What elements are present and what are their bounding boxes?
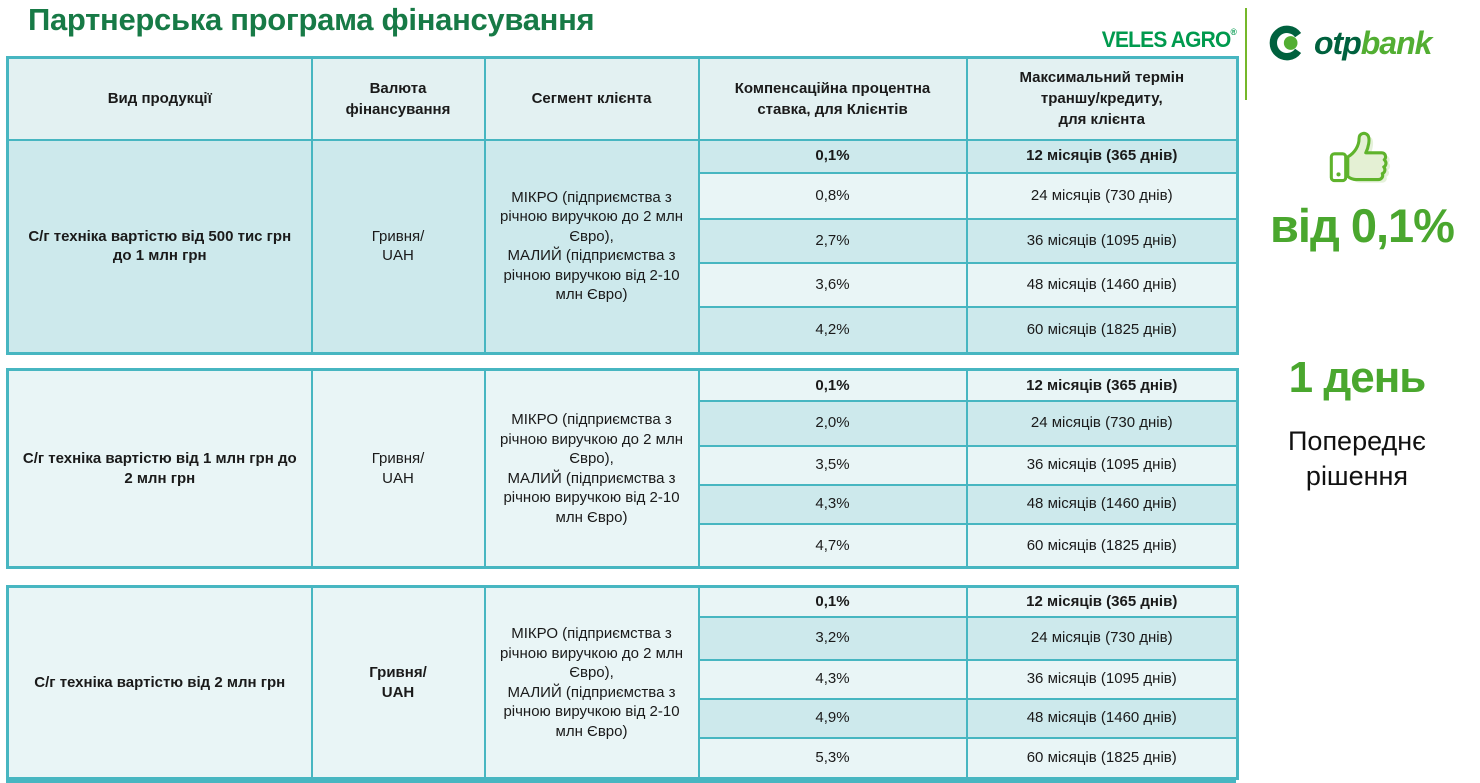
currency-cell: Гривня/ UAH	[310, 368, 486, 569]
rate-cell: 3,5%	[697, 444, 968, 486]
term-cell: 60 місяців (1825 днів)	[965, 305, 1239, 355]
table-row: 2,7% 36 місяців (1095 днів)	[8, 217, 1239, 264]
segment-cell: МІКРО (підприємства з річною виручкою до…	[483, 138, 700, 355]
term-cell: 24 місяців (730 днів)	[965, 399, 1239, 447]
rate-cell: 4,9%	[697, 697, 968, 739]
rate-cell: 0,8%	[697, 171, 968, 220]
table-row: 2,0% 24 місяців (730 днів)	[8, 399, 1239, 447]
table-row: 0,8% 24 місяців (730 днів)	[8, 171, 1239, 220]
term-cell: 48 місяців (1460 днів)	[965, 483, 1239, 525]
table-row: 4,9% 48 місяців (1460 днів)	[8, 697, 1239, 739]
decision-caption: Попереднє рішення	[1288, 426, 1426, 492]
term-cell: 48 місяців (1460 днів)	[965, 697, 1239, 739]
logo-divider	[1245, 8, 1247, 100]
page-title: Партнерська програма фінансування	[28, 2, 595, 37]
term-cell: 12 місяців (365 днів)	[965, 138, 1239, 174]
rate-cell: 4,3%	[697, 483, 968, 525]
term-cell: 36 місяців (1095 днів)	[965, 217, 1239, 264]
rate-cell: 2,7%	[697, 217, 968, 264]
table-row: 4,7% 60 місяців (1825 днів)	[8, 522, 1239, 569]
term-cell: 60 місяців (1825 днів)	[965, 522, 1239, 569]
header-term: Максимальний термін траншу/кредиту, для …	[965, 56, 1239, 141]
term-cell: 60 місяців (1825 днів)	[965, 736, 1239, 780]
product-cell: С/г техніка вартістю від 2 млн грн	[6, 585, 313, 780]
table-row: 3,2% 24 місяців (730 днів)	[8, 615, 1239, 661]
table-continuation-band	[6, 779, 1236, 783]
term-cell: 48 місяців (1460 днів)	[965, 261, 1239, 308]
rate-cell: 3,2%	[697, 615, 968, 661]
veles-agro-logo-text: VELES AGRO	[1101, 27, 1231, 52]
table-row: 4,2% 60 місяців (1825 днів)	[8, 305, 1239, 355]
decision-time-highlight: 1 день	[1288, 353, 1427, 402]
rate-cell: 0,1%	[697, 585, 968, 618]
rate-cell: 0,1%	[697, 368, 968, 402]
currency-cell: Гривня/ UAH	[310, 585, 486, 780]
segment-cell: МІКРО (підприємства з річною виручкою до…	[483, 585, 700, 780]
rate-cell: 5,3%	[697, 736, 968, 780]
table-row: 3,6% 48 місяців (1460 днів)	[8, 261, 1239, 308]
table-row: С/г техніка вартістю від 2 млн грн Гривн…	[6, 585, 1239, 780]
term-cell: 36 місяців (1095 днів)	[965, 444, 1239, 486]
otpbank-circle-icon	[1269, 25, 1302, 61]
header-currency: Валюта фінансування	[310, 56, 486, 141]
financing-table-2: С/г техніка вартістю від 1 млн грн до 2 …	[6, 368, 1239, 569]
term-cell: 36 місяців (1095 днів)	[965, 658, 1239, 700]
otp-logo-text: otp	[1314, 24, 1362, 61]
rate-cell: 4,3%	[697, 658, 968, 700]
registered-mark: ®	[1230, 27, 1236, 37]
term-cell: 12 місяців (365 днів)	[965, 585, 1239, 618]
table-header-row: Вид продукції Валюта фінансування Сегмен…	[6, 56, 1239, 141]
term-cell: 24 місяців (730 днів)	[965, 615, 1239, 661]
segment-cell: МІКРО (підприємства з річною виручкою до…	[483, 368, 700, 569]
product-cell: С/г техніка вартістю від 500 тис грн до …	[6, 138, 313, 355]
header-rate: Компенсаційна процентна ставка, для Кліє…	[697, 56, 968, 141]
table-row: 4,3% 48 місяців (1460 днів)	[8, 483, 1239, 525]
rate-cell: 0,1%	[697, 138, 968, 174]
otpbank-logo: otp bank	[1266, 22, 1433, 64]
rate-cell: 3,6%	[697, 261, 968, 308]
product-cell: С/г техніка вартістю від 1 млн грн до 2 …	[6, 368, 313, 569]
bank-logo-text: bank	[1360, 24, 1433, 61]
rate-cell: 4,2%	[697, 305, 968, 355]
min-rate-highlight: від 0,1%	[1270, 199, 1455, 252]
header-product: Вид продукції	[6, 56, 313, 141]
table-row: 5,3% 60 місяців (1825 днів)	[8, 736, 1239, 780]
term-cell: 12 місяців (365 днів)	[965, 368, 1239, 402]
header-segment: Сегмент клієнта	[483, 56, 700, 141]
thumbs-up-icon	[1329, 131, 1391, 183]
table-row: 3,5% 36 місяців (1095 днів)	[8, 444, 1239, 486]
rate-cell: 4,7%	[697, 522, 968, 569]
table-row: С/г техніка вартістю від 500 тис грн до …	[6, 138, 1239, 355]
term-cell: 24 місяців (730 днів)	[965, 171, 1239, 220]
currency-cell: Гривня/ UAH	[310, 138, 486, 355]
table-row: 4,3% 36 місяців (1095 днів)	[8, 658, 1239, 700]
table-row: С/г техніка вартістю від 1 млн грн до 2 …	[6, 368, 1239, 569]
financing-table-1: Вид продукції Валюта фінансування Сегмен…	[6, 56, 1239, 355]
financing-table-3: С/г техніка вартістю від 2 млн грн Гривн…	[6, 585, 1239, 780]
veles-agro-logo: VELES AGRO®	[1094, 27, 1237, 53]
rate-cell: 2,0%	[697, 399, 968, 447]
